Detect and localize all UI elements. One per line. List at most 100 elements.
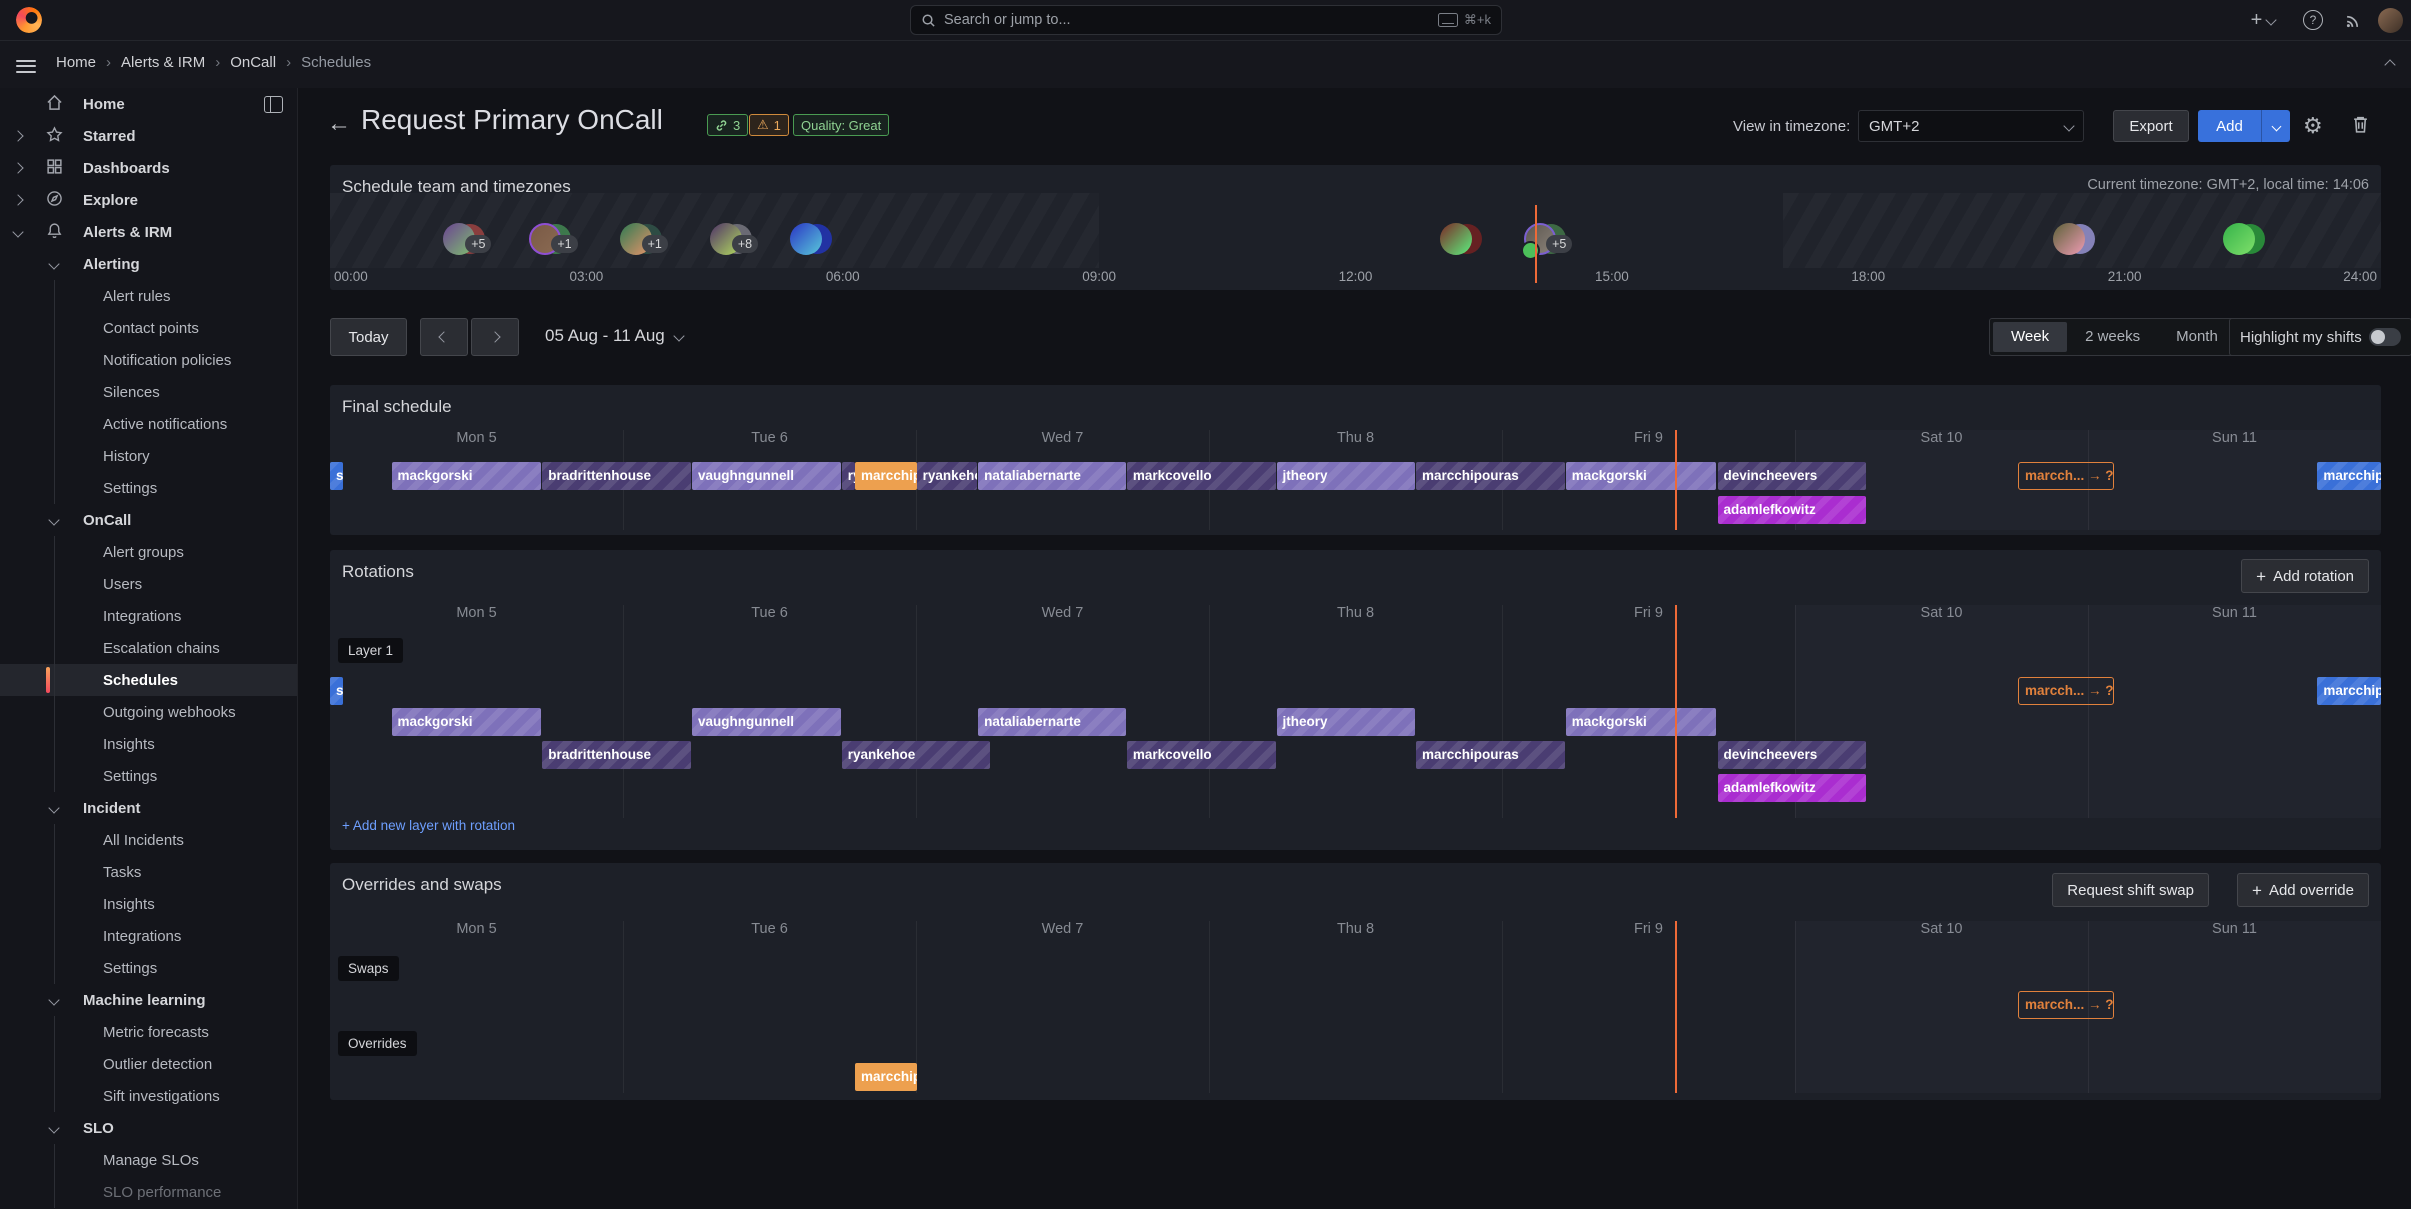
shift-swap-request[interactable]: marcch... → ? bbox=[2017, 677, 2115, 705]
user-avatar-group[interactable] bbox=[2223, 223, 2266, 257]
add-rotation-button[interactable]: + Add rotation bbox=[2241, 559, 2369, 593]
export-button[interactable]: Export bbox=[2113, 110, 2189, 142]
shift-bar[interactable]: marcchipouras bbox=[1416, 741, 1565, 769]
shift-bar[interactable]: ryankehoe bbox=[841, 741, 991, 769]
sidebar-item-machine-learning[interactable]: Machine learning bbox=[0, 984, 297, 1016]
shift-bar[interactable]: jtheory bbox=[1276, 462, 1415, 490]
view-option-month[interactable]: Month bbox=[2176, 328, 2218, 345]
shift-bar[interactable]: mackgorski bbox=[391, 462, 542, 490]
news-icon[interactable] bbox=[2337, 0, 2369, 40]
sidebar-item-tasks[interactable]: Tasks bbox=[0, 856, 297, 888]
menu-toggle-icon[interactable] bbox=[16, 56, 36, 73]
shift-bar[interactable]: marcchipouras bbox=[2317, 677, 2381, 705]
view-option-2-weeks[interactable]: 2 weeks bbox=[2085, 328, 2141, 345]
shift-swap-request[interactable]: marcch... → ? bbox=[2017, 462, 2115, 490]
date-range-picker[interactable]: 05 Aug - 11 Aug bbox=[545, 326, 685, 346]
shift-bar[interactable]: ryankehoe bbox=[916, 462, 978, 490]
request-shift-swap-button[interactable]: Request shift swap bbox=[2052, 873, 2209, 907]
chevron-right-icon[interactable] bbox=[12, 130, 24, 142]
user-avatar-group[interactable] bbox=[2053, 223, 2096, 257]
previous-week-button[interactable] bbox=[420, 318, 468, 356]
sidebar-item-slo[interactable]: SLO bbox=[0, 1112, 297, 1144]
shift-bar[interactable]: marcchipouras bbox=[1416, 462, 1565, 490]
sidebar-item-contact-points[interactable]: Contact points bbox=[0, 312, 297, 344]
sidebar-item-slo-performance[interactable]: SLO performance bbox=[0, 1176, 297, 1208]
user-avatar-group[interactable]: +8 bbox=[709, 223, 759, 257]
shift-bar[interactable]: marcchipouras bbox=[2317, 462, 2381, 490]
sidebar-item-outgoing-webhooks[interactable]: Outgoing webhooks bbox=[0, 696, 297, 728]
sidebar-item-notification-policies[interactable]: Notification policies bbox=[0, 344, 297, 376]
sidebar-item-insights[interactable]: Insights bbox=[0, 728, 297, 760]
sidebar-item-users[interactable]: Users bbox=[0, 568, 297, 600]
sidebar-item-metric-forecasts[interactable]: Metric forecasts bbox=[0, 1016, 297, 1048]
chevron-down-icon[interactable] bbox=[48, 514, 60, 526]
search-input[interactable]: Search or jump to... ⌘+k bbox=[910, 5, 1502, 35]
sidebar-item-alert-rules[interactable]: Alert rules bbox=[0, 280, 297, 312]
sidebar-item-integrations[interactable]: Integrations bbox=[0, 920, 297, 952]
timezone-select[interactable]: GMT+2 bbox=[1858, 110, 2084, 142]
add-menu-button[interactable]: + bbox=[2245, 0, 2281, 40]
shift-bar[interactable]: markcovello bbox=[1126, 741, 1276, 769]
help-icon[interactable]: ? bbox=[2297, 0, 2329, 40]
sidebar-item-incident[interactable]: Incident bbox=[0, 792, 297, 824]
shift-bar[interactable]: marcchipouras bbox=[855, 1063, 917, 1091]
shift-swap-request[interactable]: marcch... → ? bbox=[2017, 991, 2115, 1019]
shift-bar[interactable]: bradrittenhouse bbox=[542, 462, 691, 490]
sidebar-item-all-incidents[interactable]: All Incidents bbox=[0, 824, 297, 856]
view-option-week[interactable]: Week bbox=[1993, 322, 2068, 352]
shift-bar[interactable]: vaughngunnell bbox=[692, 462, 841, 490]
add-dropdown-caret[interactable] bbox=[2261, 110, 2290, 142]
sidebar-item-settings[interactable]: Settings bbox=[0, 760, 297, 792]
shift-bar[interactable]: nataliabernarte bbox=[978, 462, 1126, 490]
shift-bar[interactable]: nataliabernarte bbox=[978, 708, 1126, 736]
breadcrumb-item-schedules[interactable]: Schedules bbox=[301, 54, 372, 71]
next-week-button[interactable] bbox=[471, 318, 519, 356]
user-avatar-group[interactable]: +5 bbox=[443, 223, 492, 257]
shift-bar[interactable]: rya bbox=[841, 462, 856, 490]
sidebar-item-alert-groups[interactable]: Alert groups bbox=[0, 536, 297, 568]
shift-bar[interactable]: mackgorski bbox=[391, 708, 542, 736]
user-avatar-group[interactable]: +1 bbox=[529, 223, 578, 257]
chevron-down-icon[interactable] bbox=[12, 226, 24, 238]
shift-bar[interactable]: s bbox=[330, 462, 344, 490]
today-button[interactable]: Today bbox=[330, 318, 407, 356]
shift-bar[interactable]: adamlefkowitz bbox=[1717, 496, 1867, 524]
collapse-chevron-icon[interactable] bbox=[2375, 41, 2405, 88]
chevron-right-icon[interactable] bbox=[12, 194, 24, 206]
user-avatar[interactable] bbox=[2373, 0, 2407, 40]
sidebar-item-silences[interactable]: Silences bbox=[0, 376, 297, 408]
add-override-button[interactable]: + Add override bbox=[2237, 873, 2369, 907]
sidebar-item-home[interactable]: Home bbox=[0, 88, 297, 120]
sidebar-item-integrations[interactable]: Integrations bbox=[0, 600, 297, 632]
shift-bar[interactable]: bradrittenhouse bbox=[542, 741, 691, 769]
user-avatar-group[interactable] bbox=[1439, 223, 1482, 257]
shift-bar[interactable]: devincheevers bbox=[1717, 741, 1867, 769]
sidebar-item-alerts-irm[interactable]: Alerts & IRM bbox=[0, 216, 297, 248]
sidebar-item-insights[interactable]: Insights bbox=[0, 888, 297, 920]
shift-bar[interactable]: s bbox=[330, 677, 344, 705]
sidebar-item-manage-slos[interactable]: Manage SLOs bbox=[0, 1144, 297, 1176]
dock-sidebar-icon[interactable] bbox=[264, 96, 283, 113]
sidebar-item-outlier-detection[interactable]: Outlier detection bbox=[0, 1048, 297, 1080]
breadcrumb-item-oncall[interactable]: OnCall bbox=[230, 54, 277, 71]
sidebar-item-settings[interactable]: Settings bbox=[0, 952, 297, 984]
chevron-down-icon[interactable] bbox=[48, 802, 60, 814]
delete-trash-icon[interactable] bbox=[2352, 115, 2369, 139]
chevron-right-icon[interactable] bbox=[12, 162, 24, 174]
shift-bar[interactable]: markcovello bbox=[1126, 462, 1276, 490]
sidebar-item-oncall[interactable]: OnCall bbox=[0, 504, 297, 536]
sidebar-item-escalation-chains[interactable]: Escalation chains bbox=[0, 632, 297, 664]
chevron-down-icon[interactable] bbox=[48, 994, 60, 1006]
grafana-logo-icon[interactable] bbox=[16, 7, 42, 33]
user-avatar-group[interactable]: +1 bbox=[619, 223, 668, 257]
sidebar-item-explore[interactable]: Explore bbox=[0, 184, 297, 216]
shift-bar[interactable]: vaughngunnell bbox=[692, 708, 841, 736]
highlight-my-shifts-toggle[interactable] bbox=[2369, 328, 2401, 346]
shift-bar[interactable]: mackgorski bbox=[1565, 462, 1717, 490]
sidebar-item-alerting[interactable]: Alerting bbox=[0, 248, 297, 280]
sidebar-item-sift-investigations[interactable]: Sift investigations bbox=[0, 1080, 297, 1112]
shift-bar[interactable]: marcchip bbox=[855, 462, 917, 490]
sidebar-item-dashboards[interactable]: Dashboards bbox=[0, 152, 297, 184]
shift-bar[interactable]: devincheevers bbox=[1717, 462, 1867, 490]
breadcrumb-item-alerts-irm[interactable]: Alerts & IRM bbox=[121, 54, 206, 71]
